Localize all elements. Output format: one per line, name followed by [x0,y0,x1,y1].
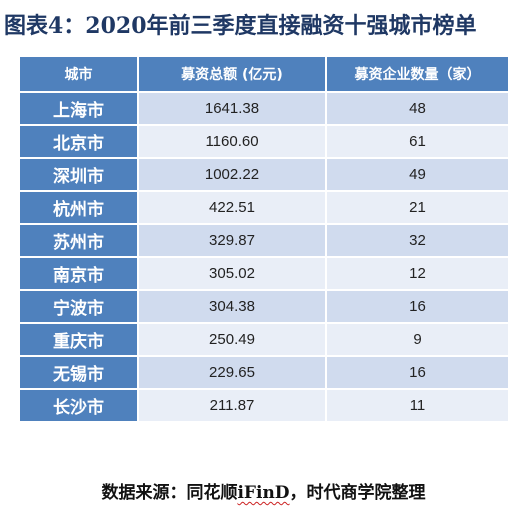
count-cell: 49 [325,157,510,192]
count-cell: 12 [325,256,510,291]
amount-cell: 229.65 [137,355,327,390]
table-body: 上海市 1641.38 48 北京市 1160.60 61 深圳市 1002.22 49 杭州市 4… [18,91,510,423]
table-row: 南京市 305.02 12 [18,256,510,291]
amount-cell: 211.87 [137,388,327,423]
column-header-city: 城市 [18,55,139,93]
table-header-row: 城市 募资总额 (亿元) 募资企业数量（家） [18,55,510,93]
amount-cell: 1641.38 [137,91,327,126]
amount-cell: 329.87 [137,223,327,258]
table-row: 上海市 1641.38 48 [18,91,510,126]
table-row: 深圳市 1002.22 49 [18,157,510,192]
city-cell: 杭州市 [18,190,139,225]
city-cell: 长沙市 [18,388,139,423]
ranking-table: 城市 募资总额 (亿元) 募资企业数量（家） 上海市 1641.38 48 北京市 11… [18,55,510,423]
table-row: 无锡市 229.65 16 [18,355,510,390]
city-cell: 苏州市 [18,223,139,258]
table-row: 宁波市 304.38 16 [18,289,510,324]
table-row: 长沙市 211.87 11 [18,388,510,423]
column-header-count: 募资企业数量（家） [325,55,510,93]
amount-cell: 304.38 [137,289,327,324]
amount-cell: 1002.22 [137,157,327,192]
city-cell: 无锡市 [18,355,139,390]
amount-cell: 1160.60 [137,124,327,159]
column-header-amount: 募资总额 (亿元) [137,55,327,93]
count-cell: 16 [325,289,510,324]
table-row: 重庆市 250.49 9 [18,322,510,357]
count-cell: 48 [325,91,510,126]
amount-cell: 422.51 [137,190,327,225]
table-row: 苏州市 329.87 32 [18,223,510,258]
amount-cell: 250.49 [137,322,327,357]
city-cell: 重庆市 [18,322,139,357]
page-title: 图表4：2020年前三季度直接融资十强城市榜单 [4,13,477,39]
source-prefix: 数据来源：同花顺 [101,483,238,503]
count-cell: 16 [325,355,510,390]
source-brand: iFinD [237,483,290,503]
city-cell: 南京市 [18,256,139,291]
source-note: 数据来源：同花顺iFinD，时代商学院整理 [0,478,527,508]
source-suffix: ，时代商学院整理 [289,483,426,503]
city-cell: 宁波市 [18,289,139,324]
city-cell: 北京市 [18,124,139,159]
count-cell: 9 [325,322,510,357]
table-row: 北京市 1160.60 61 [18,124,510,159]
count-cell: 11 [325,388,510,423]
table-row: 杭州市 422.51 21 [18,190,510,225]
city-cell: 上海市 [18,91,139,126]
count-cell: 32 [325,223,510,258]
count-cell: 21 [325,190,510,225]
count-cell: 61 [325,124,510,159]
amount-cell: 305.02 [137,256,327,291]
city-cell: 深圳市 [18,157,139,192]
